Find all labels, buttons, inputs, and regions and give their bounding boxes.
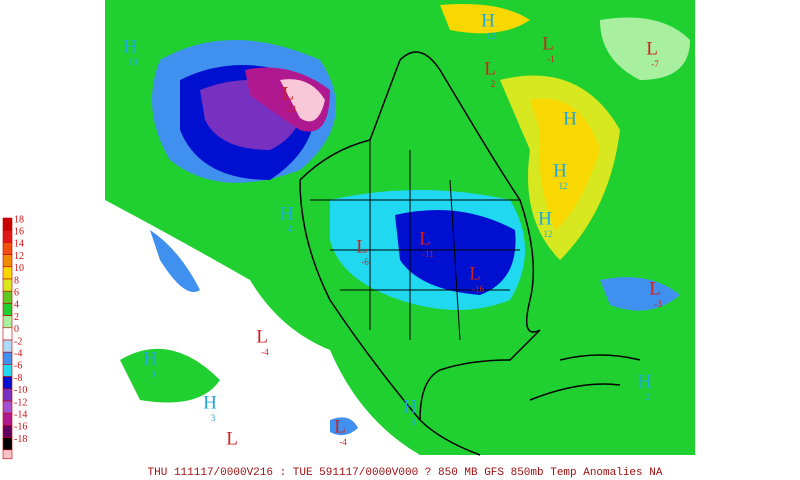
- legend-label: -18: [14, 434, 27, 445]
- center-value: -7: [651, 59, 659, 69]
- center-letter: H: [280, 203, 294, 224]
- legend-swatch: [2, 351, 13, 365]
- center-value: -1: [547, 54, 555, 64]
- center-value: -21: [285, 104, 297, 114]
- center-letter: L: [649, 278, 661, 299]
- center-value: 0: [151, 369, 156, 379]
- legend-swatch: [2, 437, 13, 451]
- legend-label: -4: [14, 348, 22, 359]
- legend-swatch: [2, 278, 13, 292]
- center-letter: L: [484, 58, 496, 79]
- center-letter: H: [123, 36, 137, 57]
- boundaries: [299, 51, 641, 456]
- center-value: 2: [646, 392, 651, 402]
- legend-label: 16: [14, 226, 24, 237]
- center-value: -11: [422, 249, 434, 259]
- center-value: -4: [261, 347, 269, 357]
- center-value: 2: [491, 79, 496, 89]
- center-letter: L: [334, 416, 346, 437]
- anomaly-field: [105, 0, 695, 455]
- legend-swatch: [2, 242, 13, 255]
- warm-area: [120, 348, 220, 403]
- center-value: 8: [411, 417, 416, 427]
- center-letter: L: [542, 33, 554, 54]
- legend-label: 4: [14, 300, 19, 311]
- legend-swatch: [2, 315, 13, 329]
- center-letter: H: [143, 348, 157, 369]
- center-value: 10: [129, 57, 139, 67]
- legend-label: -8: [14, 373, 22, 384]
- center-letter: L: [646, 38, 658, 59]
- cold-core: [280, 79, 325, 122]
- legend-swatch: [2, 303, 13, 316]
- center-letter: H: [638, 371, 652, 392]
- center-letter: L: [469, 263, 481, 284]
- legend-label: 2: [14, 312, 19, 323]
- state-lines: [310, 140, 520, 341]
- center-letter: L: [419, 228, 431, 249]
- legend-swatch: [2, 412, 13, 426]
- center-letter: L: [356, 236, 368, 257]
- legend-swatch: [2, 217, 13, 231]
- center-value: 3: [211, 413, 216, 423]
- center-value: 12: [487, 31, 496, 41]
- cold-area: [395, 210, 516, 295]
- legend-label: -14: [14, 409, 27, 420]
- center-letter: H: [203, 392, 217, 413]
- warm-area: [440, 4, 530, 34]
- legend-swatch: [2, 327, 13, 341]
- center-value: 12: [544, 229, 553, 239]
- center-letter: H: [553, 160, 567, 181]
- legend-label: -10: [14, 385, 27, 396]
- cold-area: [150, 230, 200, 292]
- legend-label: -12: [14, 397, 27, 408]
- legend-label: 6: [14, 287, 19, 298]
- legend-swatch: [2, 229, 13, 243]
- legend-swatch: [2, 376, 13, 390]
- legend-label: 10: [14, 263, 24, 274]
- legend-swatch: [2, 400, 13, 414]
- cold-area: [600, 277, 680, 311]
- legend-swatch: [2, 290, 13, 304]
- legend-swatch: [2, 425, 13, 438]
- cold-area: [330, 417, 358, 436]
- center-letter: H: [481, 10, 495, 31]
- center-value: 4: [288, 224, 293, 234]
- center-letter: L: [282, 83, 294, 104]
- center-value: -6: [361, 257, 369, 267]
- coastline: [299, 51, 541, 456]
- legend-swatch: [2, 254, 13, 268]
- islands: [529, 354, 641, 401]
- center-letter: H: [563, 108, 577, 129]
- legend-swatch: [2, 339, 13, 353]
- legend-swatch: [2, 364, 13, 377]
- caption: THU 111117/0000V216 : TUE 591117/0000V00…: [148, 467, 663, 479]
- legend-label: -6: [14, 361, 22, 372]
- center-value: -16: [472, 284, 484, 294]
- legend-label: 8: [14, 275, 19, 286]
- legend-label: -2: [14, 336, 22, 347]
- center-value: -4: [339, 437, 347, 447]
- legend-label: 18: [14, 214, 24, 225]
- legend-label: 0: [14, 324, 19, 335]
- mild-area: [600, 17, 690, 80]
- legend-label: -16: [14, 422, 27, 433]
- legend-label: 14: [14, 239, 24, 250]
- legend-swatch: [2, 266, 13, 280]
- center-letter: L: [256, 326, 268, 347]
- center-letter: L: [226, 428, 238, 449]
- warm-area: [530, 98, 600, 230]
- center-letter: H: [538, 208, 552, 229]
- center-value: 12: [559, 181, 568, 191]
- legend-swatch: [2, 449, 13, 460]
- legend-label: 12: [14, 251, 24, 262]
- center-letter: H: [403, 396, 417, 417]
- center-value: -3: [654, 299, 662, 309]
- legend-swatch: [2, 388, 13, 402]
